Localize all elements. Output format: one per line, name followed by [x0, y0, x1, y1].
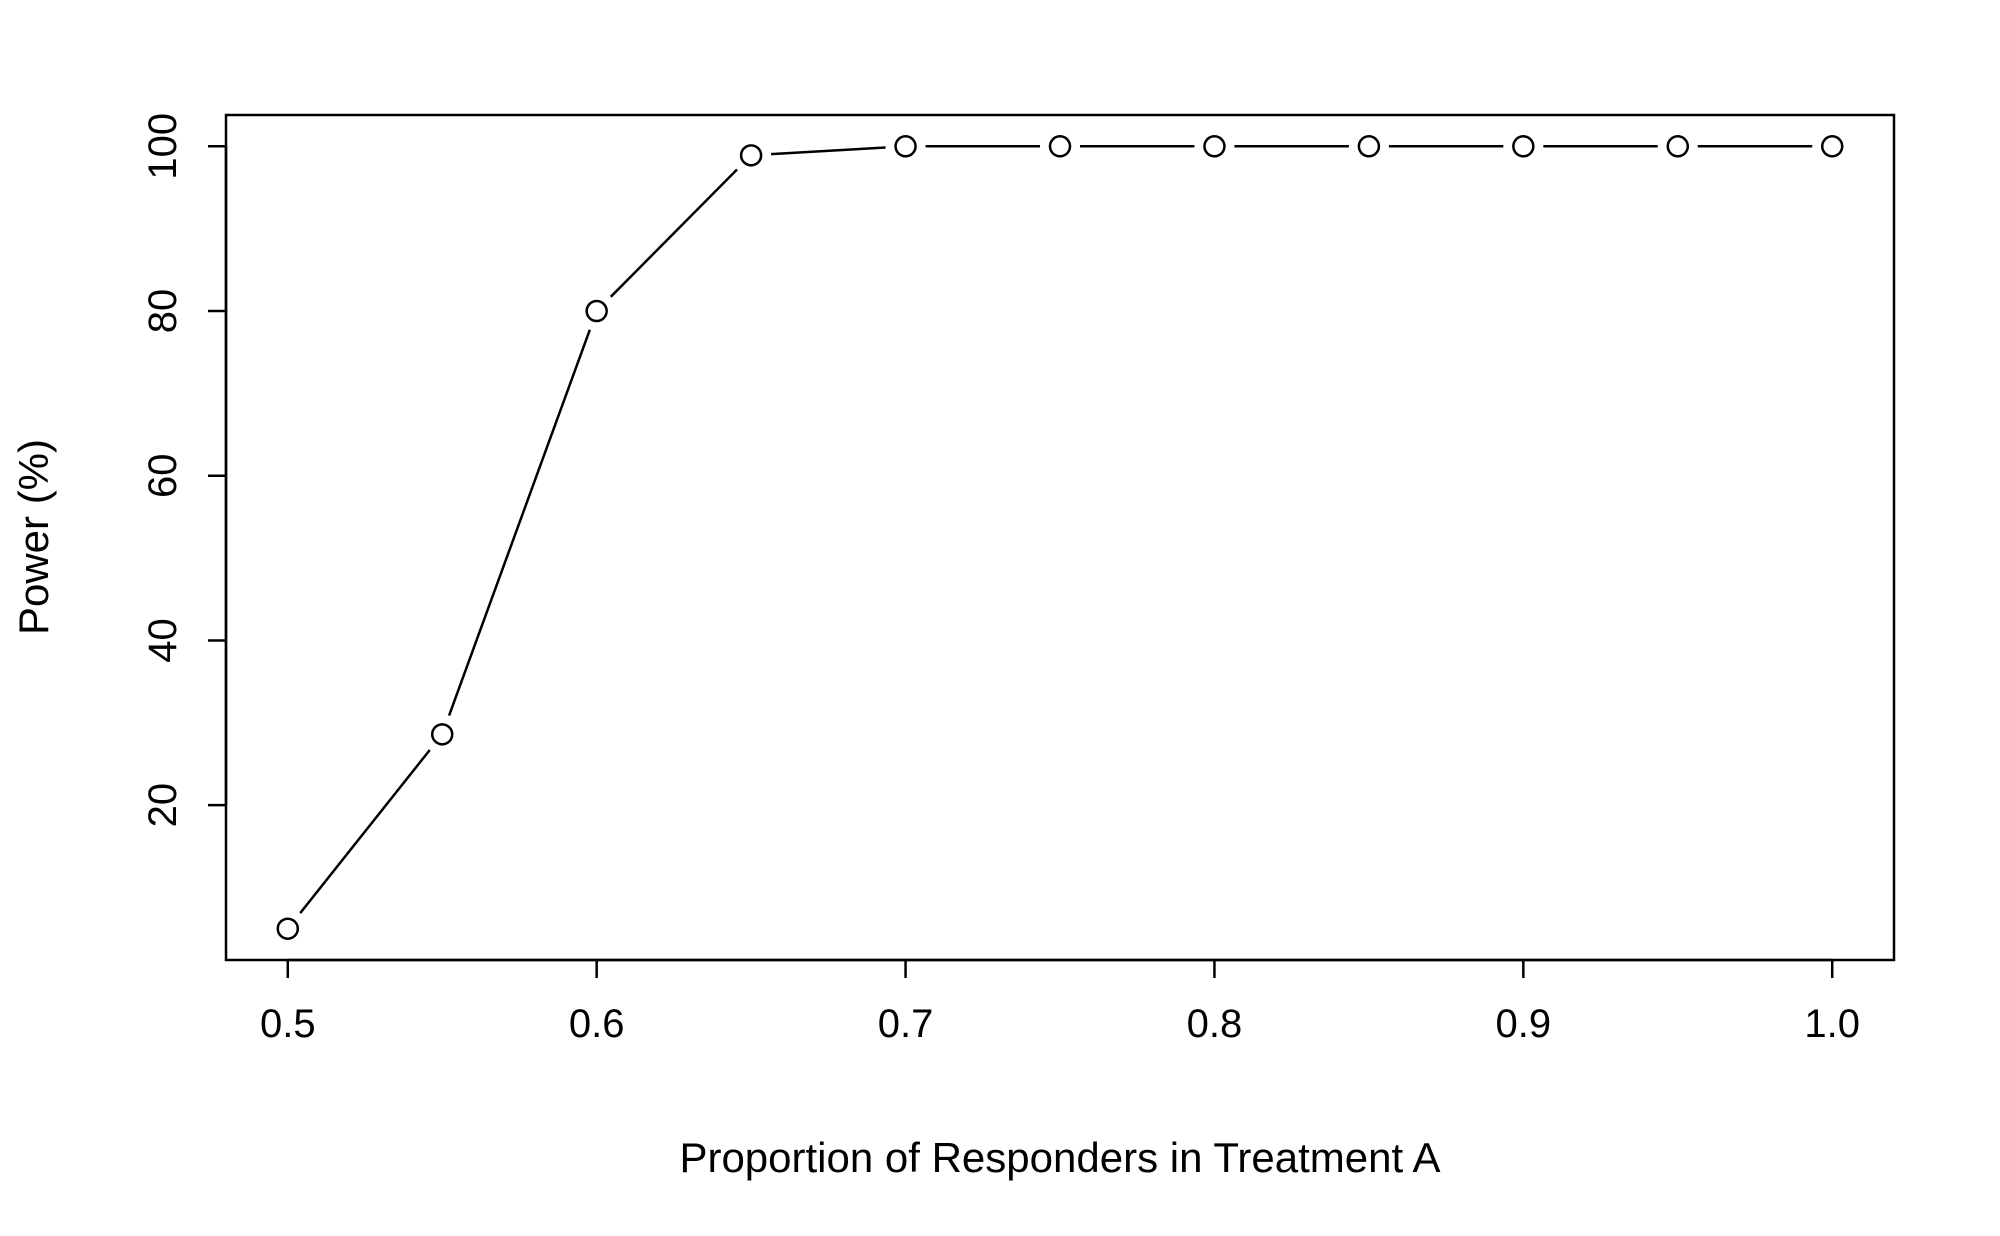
x-tick-label: 0.8 — [1187, 1002, 1243, 1046]
line-segment — [299, 749, 431, 914]
data-point — [430, 723, 454, 746]
x-tick-label: 0.7 — [878, 1002, 934, 1046]
line-segment — [609, 168, 738, 298]
y-tick-label: 40 — [141, 618, 185, 663]
series-line — [299, 145, 1813, 914]
y-axis: 20 40 60 80 100 — [141, 113, 228, 828]
data-point — [1048, 135, 1072, 158]
x-tick-label: 0.9 — [1496, 1002, 1552, 1046]
data-point — [1666, 135, 1690, 158]
y-tick-label: 80 — [141, 289, 185, 334]
line-segment — [771, 146, 886, 156]
x-tick-label: 0.6 — [569, 1002, 625, 1046]
data-point — [276, 917, 300, 940]
y-tick-label: 20 — [141, 783, 185, 828]
data-point — [894, 135, 917, 158]
y-tick-label: 100 — [141, 113, 185, 180]
x-tick-label: 0.5 — [260, 1002, 316, 1046]
data-point — [1512, 135, 1535, 158]
data-point — [1203, 135, 1226, 158]
line-segment — [447, 329, 591, 716]
data-markers — [276, 135, 1844, 940]
x-tick-label: 1.0 — [1804, 1002, 1860, 1046]
data-point — [585, 299, 608, 323]
x-axis: 0.5 0.6 0.7 0.8 0.9 1.0 — [260, 958, 1860, 1046]
y-tick-label: 60 — [141, 453, 185, 498]
y-axis-label: Power (%) — [10, 439, 57, 635]
data-point — [1357, 135, 1381, 158]
plot-frame — [224, 113, 1896, 962]
x-axis-label: Proportion of Responders in Treatment A — [679, 1134, 1440, 1181]
data-point — [739, 144, 763, 167]
data-point — [1820, 135, 1844, 158]
